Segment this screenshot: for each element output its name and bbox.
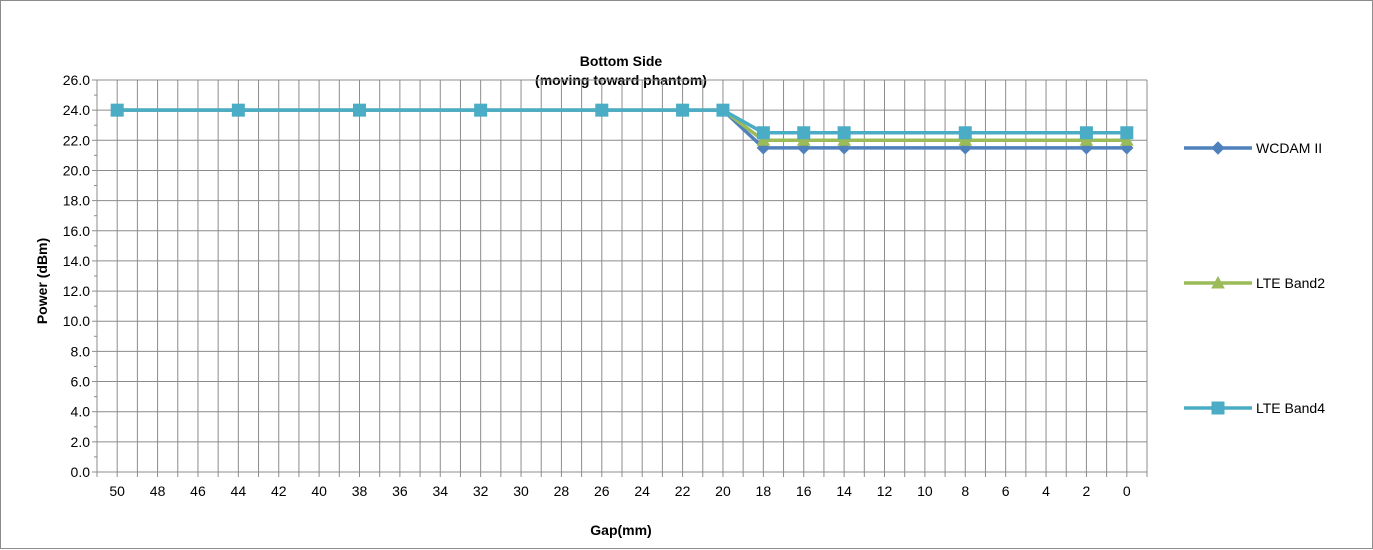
plot-series <box>110 103 1134 155</box>
data-point <box>756 126 770 140</box>
data-point <box>1079 133 1094 146</box>
data-point <box>1120 126 1134 140</box>
y-axis-title: Power (dBm) <box>34 238 50 324</box>
x-tick-label: 10 <box>917 483 933 499</box>
x-tick-label: 48 <box>150 483 166 499</box>
x-tick-label: 4 <box>1042 483 1050 499</box>
x-tick-label: 6 <box>1002 483 1010 499</box>
x-tick-label: 14 <box>836 483 852 499</box>
x-tick-label: 20 <box>715 483 731 499</box>
y-tick-label: 14.0 <box>63 253 90 269</box>
x-tick-label: 24 <box>634 483 650 499</box>
y-tick-label: 6.0 <box>71 374 91 390</box>
series-lte-band4 <box>110 103 1134 140</box>
y-tick-label: 26.0 <box>63 72 90 88</box>
data-point <box>958 126 972 140</box>
legend-swatch-marker <box>1211 275 1225 289</box>
x-tick-label: 50 <box>109 483 125 499</box>
legend-swatch-marker <box>1211 141 1225 155</box>
data-point <box>958 133 973 146</box>
legend-label: WCDAM II <box>1256 140 1322 156</box>
x-tick-label: 12 <box>877 483 893 499</box>
data-point <box>474 103 488 117</box>
x-tick-label: 36 <box>392 483 408 499</box>
data-point <box>797 126 811 140</box>
x-tick-label: 46 <box>190 483 206 499</box>
y-tick-label: 10.0 <box>63 313 90 329</box>
x-tick-label: 32 <box>473 483 489 499</box>
x-tick-label: 44 <box>231 483 247 499</box>
y-tick-label: 4.0 <box>71 404 91 420</box>
data-point <box>1119 133 1134 146</box>
y-tick-label: 20.0 <box>63 162 90 178</box>
y-tick-label: 22.0 <box>63 132 90 148</box>
y-tick-label: 12.0 <box>63 283 90 299</box>
x-tick-label: 0 <box>1123 483 1131 499</box>
x-tick-label: 2 <box>1083 483 1091 499</box>
x-tick-label: 16 <box>796 483 812 499</box>
legend-label: LTE Band4 <box>1256 400 1325 416</box>
x-tick-label: 38 <box>352 483 368 499</box>
legend-item: LTE Band4 <box>1184 400 1325 416</box>
chart-title: Bottom Side <box>580 53 663 69</box>
data-point <box>796 133 811 146</box>
y-tick-label: 24.0 <box>63 102 90 118</box>
data-point <box>676 103 690 117</box>
data-point <box>837 126 851 140</box>
x-tick-label: 30 <box>513 483 529 499</box>
y-tick-label: 16.0 <box>63 223 90 239</box>
data-point <box>110 103 124 117</box>
legend-swatch-marker <box>1211 401 1225 415</box>
data-point <box>595 103 609 117</box>
data-point <box>756 133 771 146</box>
x-tick-label: 28 <box>554 483 570 499</box>
y-tick-label: 18.0 <box>63 193 90 209</box>
x-tick-label: 26 <box>594 483 610 499</box>
legend-label: LTE Band2 <box>1256 275 1325 291</box>
x-tick-label: 22 <box>675 483 691 499</box>
axes: 0.0 2.0 4.0 6.0 8.0 10.0 12.0 14.0 16.0 18.0 20.0 2… <box>63 72 1148 499</box>
y-tick-label: 0.0 <box>71 464 91 480</box>
x-tick-label: 40 <box>311 483 327 499</box>
x-axis-title: Gap(mm) <box>590 522 651 538</box>
x-tick-label: 42 <box>271 483 287 499</box>
legend-item: LTE Band2 <box>1184 275 1325 291</box>
x-tick-label: 34 <box>432 483 448 499</box>
y-tick-label: 2.0 <box>71 434 91 450</box>
x-tick-label: 8 <box>961 483 969 499</box>
legend-item: WCDAM II <box>1184 140 1322 156</box>
legend: WCDAM II LTE Band2 LTE Band4 <box>1184 140 1325 416</box>
data-point <box>231 103 245 117</box>
data-point <box>716 103 730 117</box>
data-point <box>353 103 366 117</box>
data-point <box>837 133 851 146</box>
data-point <box>1079 126 1093 140</box>
x-tick-label: 18 <box>756 483 772 499</box>
y-tick-label: 8.0 <box>71 343 91 359</box>
